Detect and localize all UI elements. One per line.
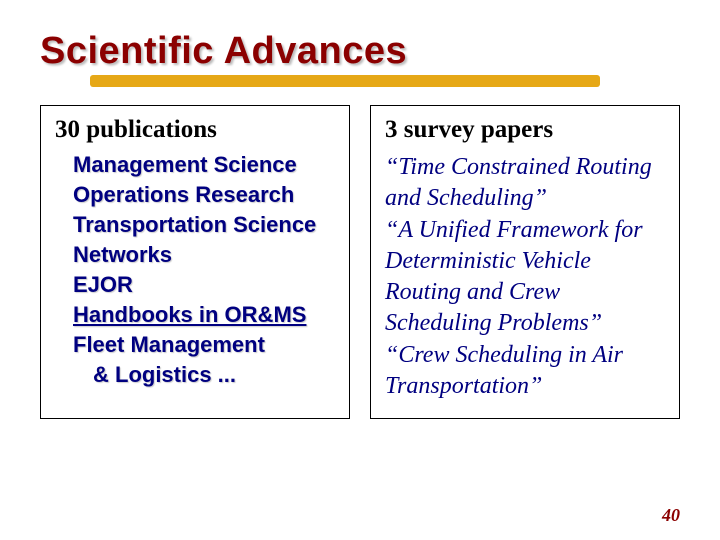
- list-item: EJOR: [73, 272, 335, 298]
- slide: Scientific Advances 30 publications Mana…: [0, 0, 720, 540]
- slide-number: 40: [662, 505, 680, 526]
- list-item-continuation: & Logistics ...: [55, 362, 335, 388]
- list-item: Management Science: [73, 152, 335, 178]
- list-item: Fleet Management: [73, 332, 335, 358]
- list-item-underlined-text: Handbooks in OR&MS: [73, 302, 306, 327]
- title-underline-wrap: [90, 75, 680, 87]
- list-item: Networks: [73, 242, 335, 268]
- list-item: Operations Research: [73, 182, 335, 208]
- survey-item: “A Unified Framework for Deterministic V…: [385, 215, 665, 338]
- publication-list: Management Science Operations Research T…: [55, 152, 335, 358]
- survey-item: “Crew Scheduling in Air Transportation”: [385, 340, 665, 401]
- title-underline: [90, 75, 600, 87]
- list-item: Transportation Science: [73, 212, 335, 238]
- survey-item: “Time Constrained Routing and Scheduling…: [385, 152, 665, 213]
- right-box: 3 survey papers “Time Constrained Routin…: [370, 105, 680, 419]
- right-heading: 3 survey papers: [385, 116, 665, 144]
- left-box: 30 publications Management Science Opera…: [40, 105, 350, 419]
- slide-title: Scientific Advances: [40, 30, 680, 73]
- left-heading: 30 publications: [55, 116, 335, 144]
- columns: 30 publications Management Science Opera…: [40, 105, 680, 419]
- list-item-underlined: Handbooks in OR&MS: [73, 302, 335, 328]
